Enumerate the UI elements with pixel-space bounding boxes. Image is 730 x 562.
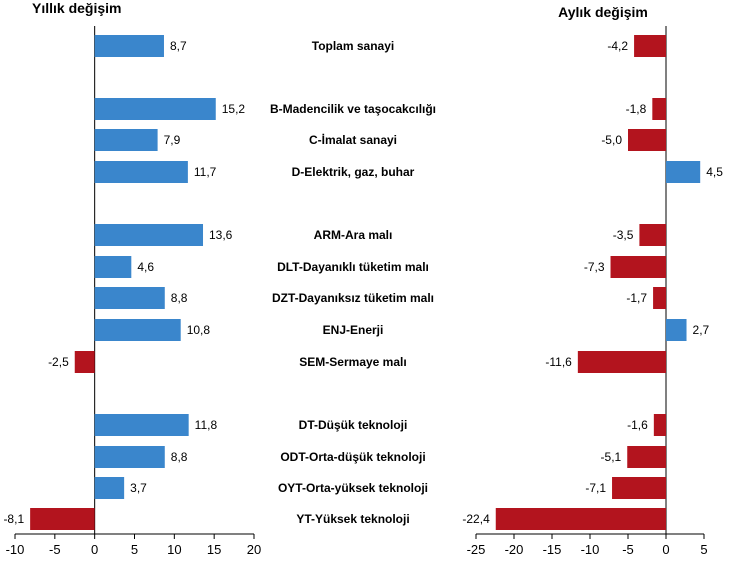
left-value-label: 4,6 (137, 260, 154, 274)
left-value-label: 11,7 (194, 165, 217, 179)
right-bar (495, 508, 666, 530)
right-bar (627, 446, 666, 468)
left-value-label: 8,8 (171, 291, 188, 305)
right-x-tick-label: -20 (505, 542, 524, 557)
right-bar (652, 98, 666, 120)
left-value-label: 8,8 (171, 450, 188, 464)
left-value-label: 11,8 (195, 418, 218, 432)
left-bar (94, 414, 189, 436)
left-bar (94, 477, 125, 499)
left-bar (94, 161, 188, 183)
right-bar (577, 351, 666, 373)
right-bar (666, 319, 687, 341)
left-value-label: 15,2 (222, 102, 246, 116)
left-bar (30, 508, 95, 530)
left-x-tick-label: 20 (247, 542, 261, 557)
right-x-tick-label: 5 (700, 542, 707, 557)
left-value-label: 13,6 (209, 228, 233, 242)
left-bar (74, 351, 95, 373)
right-bar (653, 287, 666, 309)
category-label: ENJ-Enerji (323, 323, 384, 337)
category-label: DLT-Dayanıklı tüketim malı (277, 260, 429, 274)
left-x-tick-label: 15 (207, 542, 221, 557)
right-bar (628, 129, 666, 151)
left-value-label: -8,1 (3, 512, 24, 526)
left-value-label: 3,7 (130, 481, 147, 495)
left-x-tick-label: 5 (131, 542, 138, 557)
right-bar (653, 414, 666, 436)
right-value-label: -4,2 (607, 39, 628, 53)
left-bar (94, 129, 158, 151)
category-labels: Toplam sanayi B-Madencilik ve taşocakcılı… (270, 39, 436, 526)
left-bar (94, 224, 204, 246)
left-x-tick-label: -10 (6, 542, 25, 557)
right-value-label: -7,1 (585, 481, 606, 495)
category-label: SEM-Sermaye malı (299, 355, 406, 369)
right-chart: -25 -20 -15 -10 -5 0 5 -4,2 -1,8 -5,0 4,5 -3,5 -7,3 -… (462, 26, 723, 557)
left-bar (94, 319, 181, 341)
left-value-label: -2,5 (48, 355, 69, 369)
right-chart-title: Aylık değişim (558, 4, 648, 20)
category-label: ODT-Orta-düşük teknoloji (280, 450, 425, 464)
category-label: D-Elektrik, gaz, buhar (292, 165, 415, 179)
right-bar (666, 161, 701, 183)
left-bar (94, 35, 164, 57)
left-chart: -10 -5 0 5 10 15 20 8,7 15,2 7,9 11,7 13,6 4,6 8,8 10,… (3, 26, 261, 557)
left-x-tick-label: -5 (49, 542, 61, 557)
left-x-tick-label: 0 (91, 542, 98, 557)
right-value-label: -5,0 (601, 133, 622, 147)
left-value-label: 7,9 (164, 133, 181, 147)
category-label: DZT-Dayanıksız tüketim malı (272, 291, 434, 305)
right-value-label: 2,7 (693, 323, 710, 337)
right-value-label: -3,5 (613, 228, 634, 242)
category-label: DT-Düşük teknoloji (299, 418, 408, 432)
left-chart-title: Yıllık değişim (32, 0, 121, 16)
right-value-label: -1,6 (627, 418, 648, 432)
right-value-label: -22,4 (462, 512, 490, 526)
left-value-label: 8,7 (170, 39, 187, 53)
category-label: C-İmalat sanayi (309, 132, 397, 147)
right-x-tick-label: 0 (662, 542, 669, 557)
right-bar (634, 35, 666, 57)
right-value-label: -5,1 (601, 450, 622, 464)
right-value-label: -11,6 (545, 355, 572, 369)
left-x-tick-label: 10 (167, 542, 181, 557)
right-bar (610, 256, 666, 278)
right-x-tick-label: -10 (581, 542, 600, 557)
right-x-tick-label: -5 (622, 542, 634, 557)
left-bar (94, 446, 165, 468)
left-bar (94, 98, 216, 120)
category-label: ARM-Ara malı (314, 228, 393, 242)
category-label: B-Madencilik ve taşocakcılığı (270, 102, 436, 116)
right-x-tick-label: -15 (543, 542, 562, 557)
category-label: OYT-Orta-yüksek teknoloji (278, 481, 428, 495)
category-label: YT-Yüksek teknoloji (296, 512, 409, 526)
right-bar (612, 477, 666, 499)
right-value-label: 4,5 (706, 165, 723, 179)
right-value-label: -1,7 (626, 291, 647, 305)
right-value-label: -1,8 (626, 102, 647, 116)
right-bar (639, 224, 666, 246)
left-bar (94, 287, 165, 309)
right-value-label: -7,3 (584, 260, 605, 274)
category-label: Toplam sanayi (312, 39, 394, 53)
left-bar (94, 256, 132, 278)
left-value-label: 10,8 (187, 323, 211, 337)
right-x-tick-label: -25 (467, 542, 486, 557)
